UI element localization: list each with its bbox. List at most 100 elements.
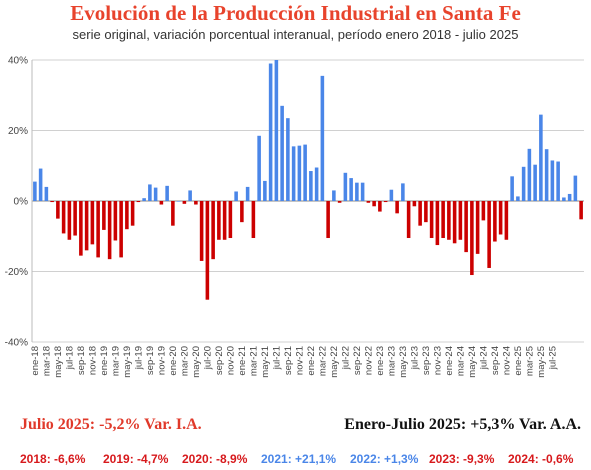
bar [395, 201, 399, 214]
bar [372, 201, 376, 207]
bar [176, 201, 181, 202]
year-summary-2023: 2023: -9,3% [429, 452, 495, 466]
x-tick-label: ene-25 [513, 346, 524, 376]
x-tick-label: sep-19 [145, 346, 156, 375]
x-tick-label: sep-20 [214, 346, 225, 375]
bar [96, 201, 100, 258]
bar [217, 201, 221, 240]
x-tick-label: may-25 [536, 346, 547, 378]
x-tick-label: nov-19 [156, 346, 167, 375]
bar [56, 201, 60, 219]
x-tick-label: may-19 [122, 346, 133, 378]
bar [38, 168, 43, 201]
bar [504, 201, 509, 240]
bar [562, 197, 566, 201]
bar [245, 186, 250, 201]
bars-layer [33, 60, 583, 300]
x-tick-label: mar-20 [179, 346, 190, 376]
bar [481, 201, 486, 221]
bar [567, 193, 572, 201]
bar [153, 187, 158, 201]
x-tick-label: jul-21 [271, 346, 282, 370]
bar-chart: -40% -20% 0% 20% 40% ene-18 mar-18 may-18 jul-18… [5, 56, 584, 378]
x-tick-label: mar-24 [455, 346, 466, 376]
bar [355, 182, 359, 201]
bar [159, 201, 164, 205]
bar [234, 191, 238, 201]
bar [165, 185, 169, 201]
bar [544, 149, 549, 201]
bar [297, 145, 302, 201]
x-tick-label: may-21 [260, 346, 271, 378]
x-tick-label: jul-19 [133, 346, 144, 370]
y-tick-label: -20% [5, 267, 28, 278]
x-tick-label: ene-19 [99, 346, 110, 376]
bar [148, 184, 152, 201]
bar [458, 201, 463, 240]
x-tick-label: sep-24 [490, 346, 501, 375]
bar [84, 201, 89, 251]
bar [33, 181, 37, 201]
bar [61, 201, 66, 234]
bar [487, 201, 491, 268]
bar [539, 114, 543, 201]
ytd-summary: Enero-Julio 2025: +5,3% Var. A.A. [344, 416, 581, 433]
bar [360, 182, 365, 201]
bar [113, 201, 118, 241]
bar [130, 201, 135, 226]
bar [291, 146, 296, 201]
bar [90, 201, 95, 245]
x-tick-label: jul-23 [409, 346, 420, 370]
bar [378, 201, 382, 212]
x-tick-label: mar-23 [386, 346, 397, 376]
bar [429, 201, 434, 239]
bar [401, 183, 405, 201]
bar [240, 201, 244, 223]
x-tick-label: ene-18 [30, 346, 41, 376]
bar [550, 160, 555, 201]
bar [573, 175, 578, 201]
x-tick-label: mar-21 [248, 346, 259, 376]
chart-title: Evolución de la Producción Industrial en… [70, 1, 521, 25]
bar [280, 105, 284, 201]
bar [556, 161, 560, 201]
bar [579, 201, 583, 220]
x-tick-label: nov-22 [363, 346, 374, 375]
bar [73, 201, 77, 236]
bar [107, 201, 112, 260]
bar [326, 201, 330, 239]
bar [309, 171, 313, 201]
x-tick-label: mar-22 [317, 346, 328, 376]
year-summary-2022: 2022: +1,3% [350, 452, 419, 466]
bar [274, 60, 279, 201]
bar [349, 178, 353, 201]
bar [521, 166, 526, 201]
x-tick-label: jul-25 [547, 346, 558, 370]
bar [50, 201, 54, 203]
axis-layer: -40% -20% 0% 20% 40% ene-18 mar-18 may-18 jul-18… [5, 56, 559, 378]
x-tick-label: nov-18 [87, 346, 98, 375]
grid-layer [32, 59, 584, 343]
bar [412, 201, 417, 207]
x-tick-label: mar-19 [110, 346, 121, 376]
bar [257, 135, 261, 201]
monthly-summary: Julio 2025: -5,2% Var. I.A. [20, 416, 202, 433]
x-tick-label: jul-18 [64, 346, 75, 370]
x-tick-label: jul-24 [478, 346, 489, 370]
year-summary-2019: 2019: -4,7% [103, 452, 169, 466]
y-tick-label: 40% [8, 56, 28, 67]
bar [263, 180, 267, 201]
x-tick-label: sep-23 [421, 346, 432, 375]
bar [447, 201, 451, 240]
bar [435, 201, 440, 246]
x-tick-label: mar-25 [524, 346, 535, 376]
x-tick-label: ene-20 [168, 346, 179, 376]
bar [136, 201, 141, 203]
bar [222, 201, 227, 240]
bar [464, 201, 468, 253]
bar [343, 172, 348, 201]
x-tick-label: may-23 [398, 346, 409, 378]
y-tick-label: 0% [14, 197, 29, 208]
bar [498, 201, 503, 235]
bar [182, 201, 187, 204]
